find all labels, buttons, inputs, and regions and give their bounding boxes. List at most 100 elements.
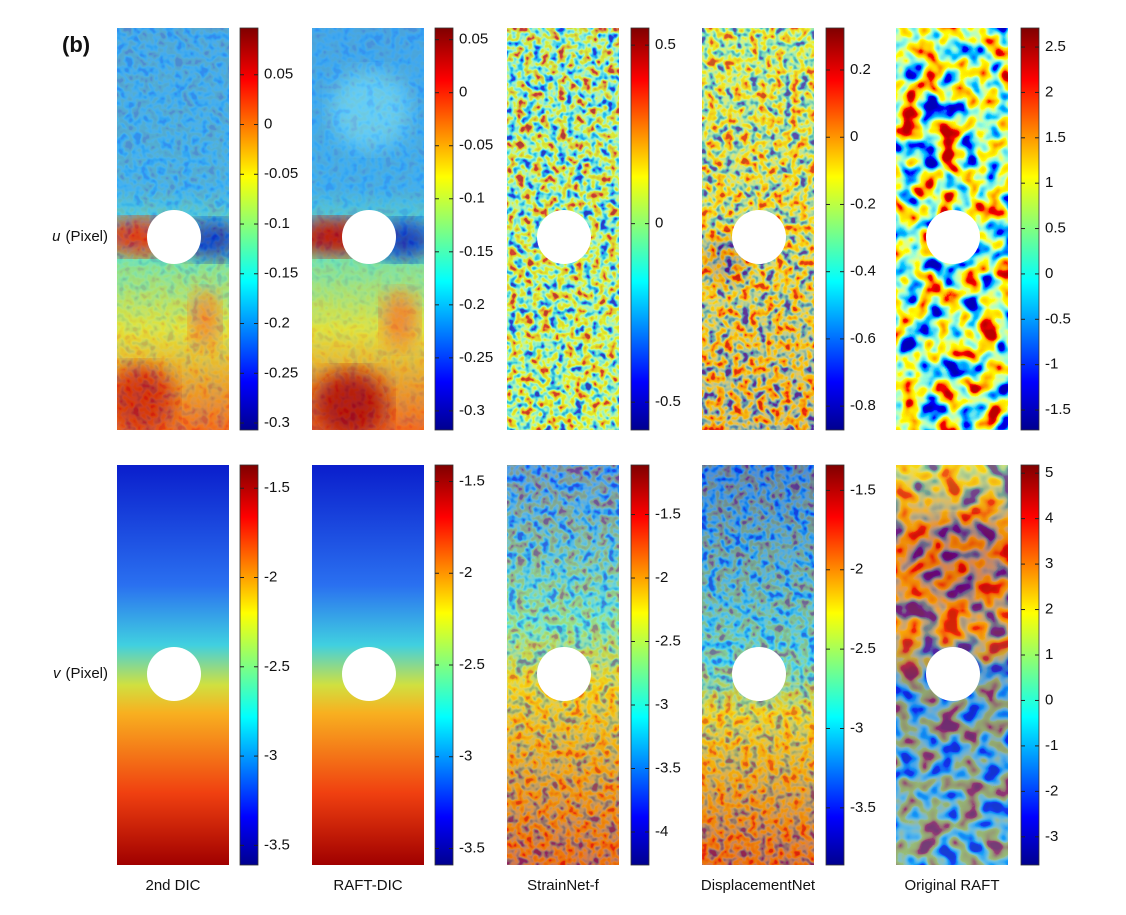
colorbar-tick-label: -0.15 [264,265,298,282]
field-map [507,28,619,430]
field-map [117,28,229,430]
row-unit: (Pixel) [65,665,108,682]
colorbar-tick-label: 1 [1045,646,1053,663]
colorbar-tick-label: -2.5 [850,640,876,657]
colorbar-tick-label: -1 [1045,737,1058,754]
colorbar-tick-label: -1.5 [655,505,681,522]
hole [732,210,786,264]
hole [342,210,396,264]
row-label: v (Pixel) [53,665,108,682]
field-map [312,28,424,430]
colorbar-tick-label: -1.5 [459,472,485,489]
colorbar-tick-label: -0.4 [850,263,876,280]
hole [537,647,591,701]
colorbar-tick-label: -0.05 [459,137,493,154]
column-label: RAFT-DIC [333,877,402,894]
colorbar-tick-label: -0.25 [264,364,298,381]
colorbar-tick-label: -2.5 [655,632,681,649]
colorbar-tick-label: 5 [1045,464,1053,481]
column-label: DisplacementNet [701,877,816,894]
colorbar-tick-label: -3 [264,747,277,764]
colorbar [825,464,845,866]
colorbar-tick-label: -0.1 [459,190,485,207]
field-map [702,28,814,430]
colorbar [825,27,845,431]
colorbar-tick-label: -1.5 [264,479,290,496]
colorbar-tick-label: -0.6 [850,330,876,347]
field-map [117,465,229,865]
colorbar-tick-label: 1.5 [1045,129,1066,146]
hole [342,647,396,701]
colorbar-tick-label: -3.5 [264,836,290,853]
field-map [702,465,814,865]
colorbar-tick-label: -1.5 [850,481,876,498]
row-symbol: v [53,665,62,682]
colorbar-tick-label: -2.5 [264,658,290,675]
colorbar-tick-label: -0.1 [264,215,290,232]
hole [147,647,201,701]
colorbar-tick-label: -0.2 [264,314,290,331]
colorbar [630,27,650,431]
colorbar-tick-label: -0.2 [850,195,876,212]
colorbar-tick-label: 0 [655,215,663,232]
colorbar-tick-label: -0.25 [459,349,493,366]
colorbar-tick-label: 0 [1045,265,1053,282]
colorbar-tick-label: -4 [655,823,668,840]
colorbar-tick-label: 0.5 [1045,220,1066,237]
colorbar-tick-label: -3 [655,696,668,713]
column-label: 2nd DIC [145,877,200,894]
colorbar [1020,464,1040,866]
row-symbol: u [52,228,61,245]
colorbar [630,464,650,866]
colorbar-tick-label: 1 [1045,174,1053,191]
colorbar-tick-label: 0 [1045,691,1053,708]
colorbar-tick-label: 2 [1045,83,1053,100]
field-map [896,465,1008,865]
colorbar-tick-label: 0.2 [850,61,871,78]
colorbar-tick-label: -2 [655,569,668,586]
colorbar-tick-label: 0 [850,128,858,145]
colorbar-tick-label: -3.5 [850,799,876,816]
colorbar-tick-label: -0.3 [459,402,485,419]
colorbar-tick-label: 0 [459,84,467,101]
colorbar-tick-label: 2 [1045,601,1053,618]
colorbar-tick-label: -3.5 [655,759,681,776]
colorbar-tick-label: 0.5 [655,36,676,53]
colorbar-tick-label: 0.05 [459,31,488,48]
hole [147,210,201,264]
colorbar-tick-label: 3 [1045,555,1053,572]
field-map [312,465,424,865]
hole [926,210,980,264]
colorbar-tick-label: -0.2 [459,296,485,313]
colorbar-tick-label: 4 [1045,510,1053,527]
colorbar-tick-label: -0.05 [264,165,298,182]
field-map [896,28,1008,430]
colorbar-tick-label: -2.5 [459,656,485,673]
colorbar [239,27,259,431]
colorbar-tick-label: -0.8 [850,397,876,414]
colorbar-tick-label: 0 [264,115,272,132]
colorbar-tick-label: -3 [1045,828,1058,845]
column-label: Original RAFT [904,877,999,894]
colorbar-tick-label: -3 [459,748,472,765]
colorbar-tick-label: -2 [1045,782,1058,799]
colorbar-tick-label: -3.5 [459,839,485,856]
field-map [507,465,619,865]
colorbar-tick-label: -3 [850,719,863,736]
colorbar-tick-label: -1.5 [1045,401,1071,418]
colorbar-tick-label: -0.3 [264,414,290,431]
row-label: u (Pixel) [52,228,108,245]
colorbar-tick-label: 2.5 [1045,38,1066,55]
row-unit: (Pixel) [65,228,108,245]
map-detail [312,28,424,430]
colorbar-tick-label: -2 [850,561,863,578]
colorbar-tick-label: -0.15 [459,243,493,260]
colorbar [434,27,454,431]
colorbar-tick-label: -0.5 [1045,310,1071,327]
hole [732,647,786,701]
hole [926,647,980,701]
colorbar [239,464,259,866]
colorbar-tick-label: 0.05 [264,66,293,83]
colorbar-tick-label: -2 [264,568,277,585]
